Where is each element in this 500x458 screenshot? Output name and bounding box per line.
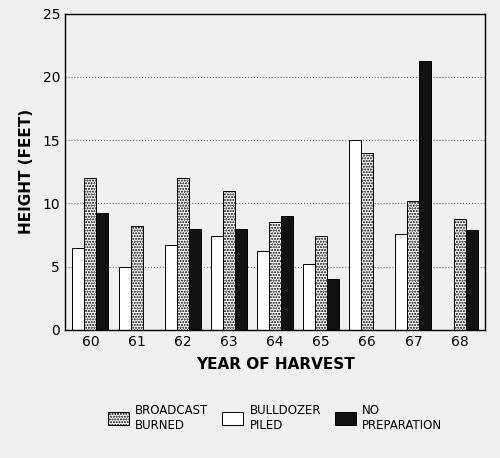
Bar [176, 178, 188, 330]
Bar [362, 153, 374, 330]
X-axis label: YEAR OF HARVEST: YEAR OF HARVEST [196, 357, 354, 372]
Bar [303, 264, 315, 330]
Bar [350, 140, 362, 330]
Bar [281, 216, 293, 330]
Bar [327, 279, 339, 330]
Bar [96, 213, 108, 330]
Bar [257, 251, 269, 330]
Bar [130, 226, 142, 330]
Bar [84, 178, 96, 330]
Y-axis label: HEIGHT (FEET): HEIGHT (FEET) [19, 109, 34, 234]
Bar [72, 248, 85, 330]
Bar [235, 229, 247, 330]
Bar [211, 236, 223, 330]
Bar [420, 60, 432, 330]
Bar [396, 234, 407, 330]
Bar [118, 267, 130, 330]
Bar [466, 230, 477, 330]
Legend: BROADCAST
BURNED, BULLDOZER
PILED, NO
PREPARATION: BROADCAST BURNED, BULLDOZER PILED, NO PR… [103, 399, 447, 436]
Bar [408, 201, 420, 330]
Bar [269, 222, 281, 330]
Bar [188, 229, 200, 330]
Bar [223, 191, 235, 330]
Bar [164, 245, 176, 330]
Bar [454, 218, 466, 330]
Bar [315, 236, 327, 330]
